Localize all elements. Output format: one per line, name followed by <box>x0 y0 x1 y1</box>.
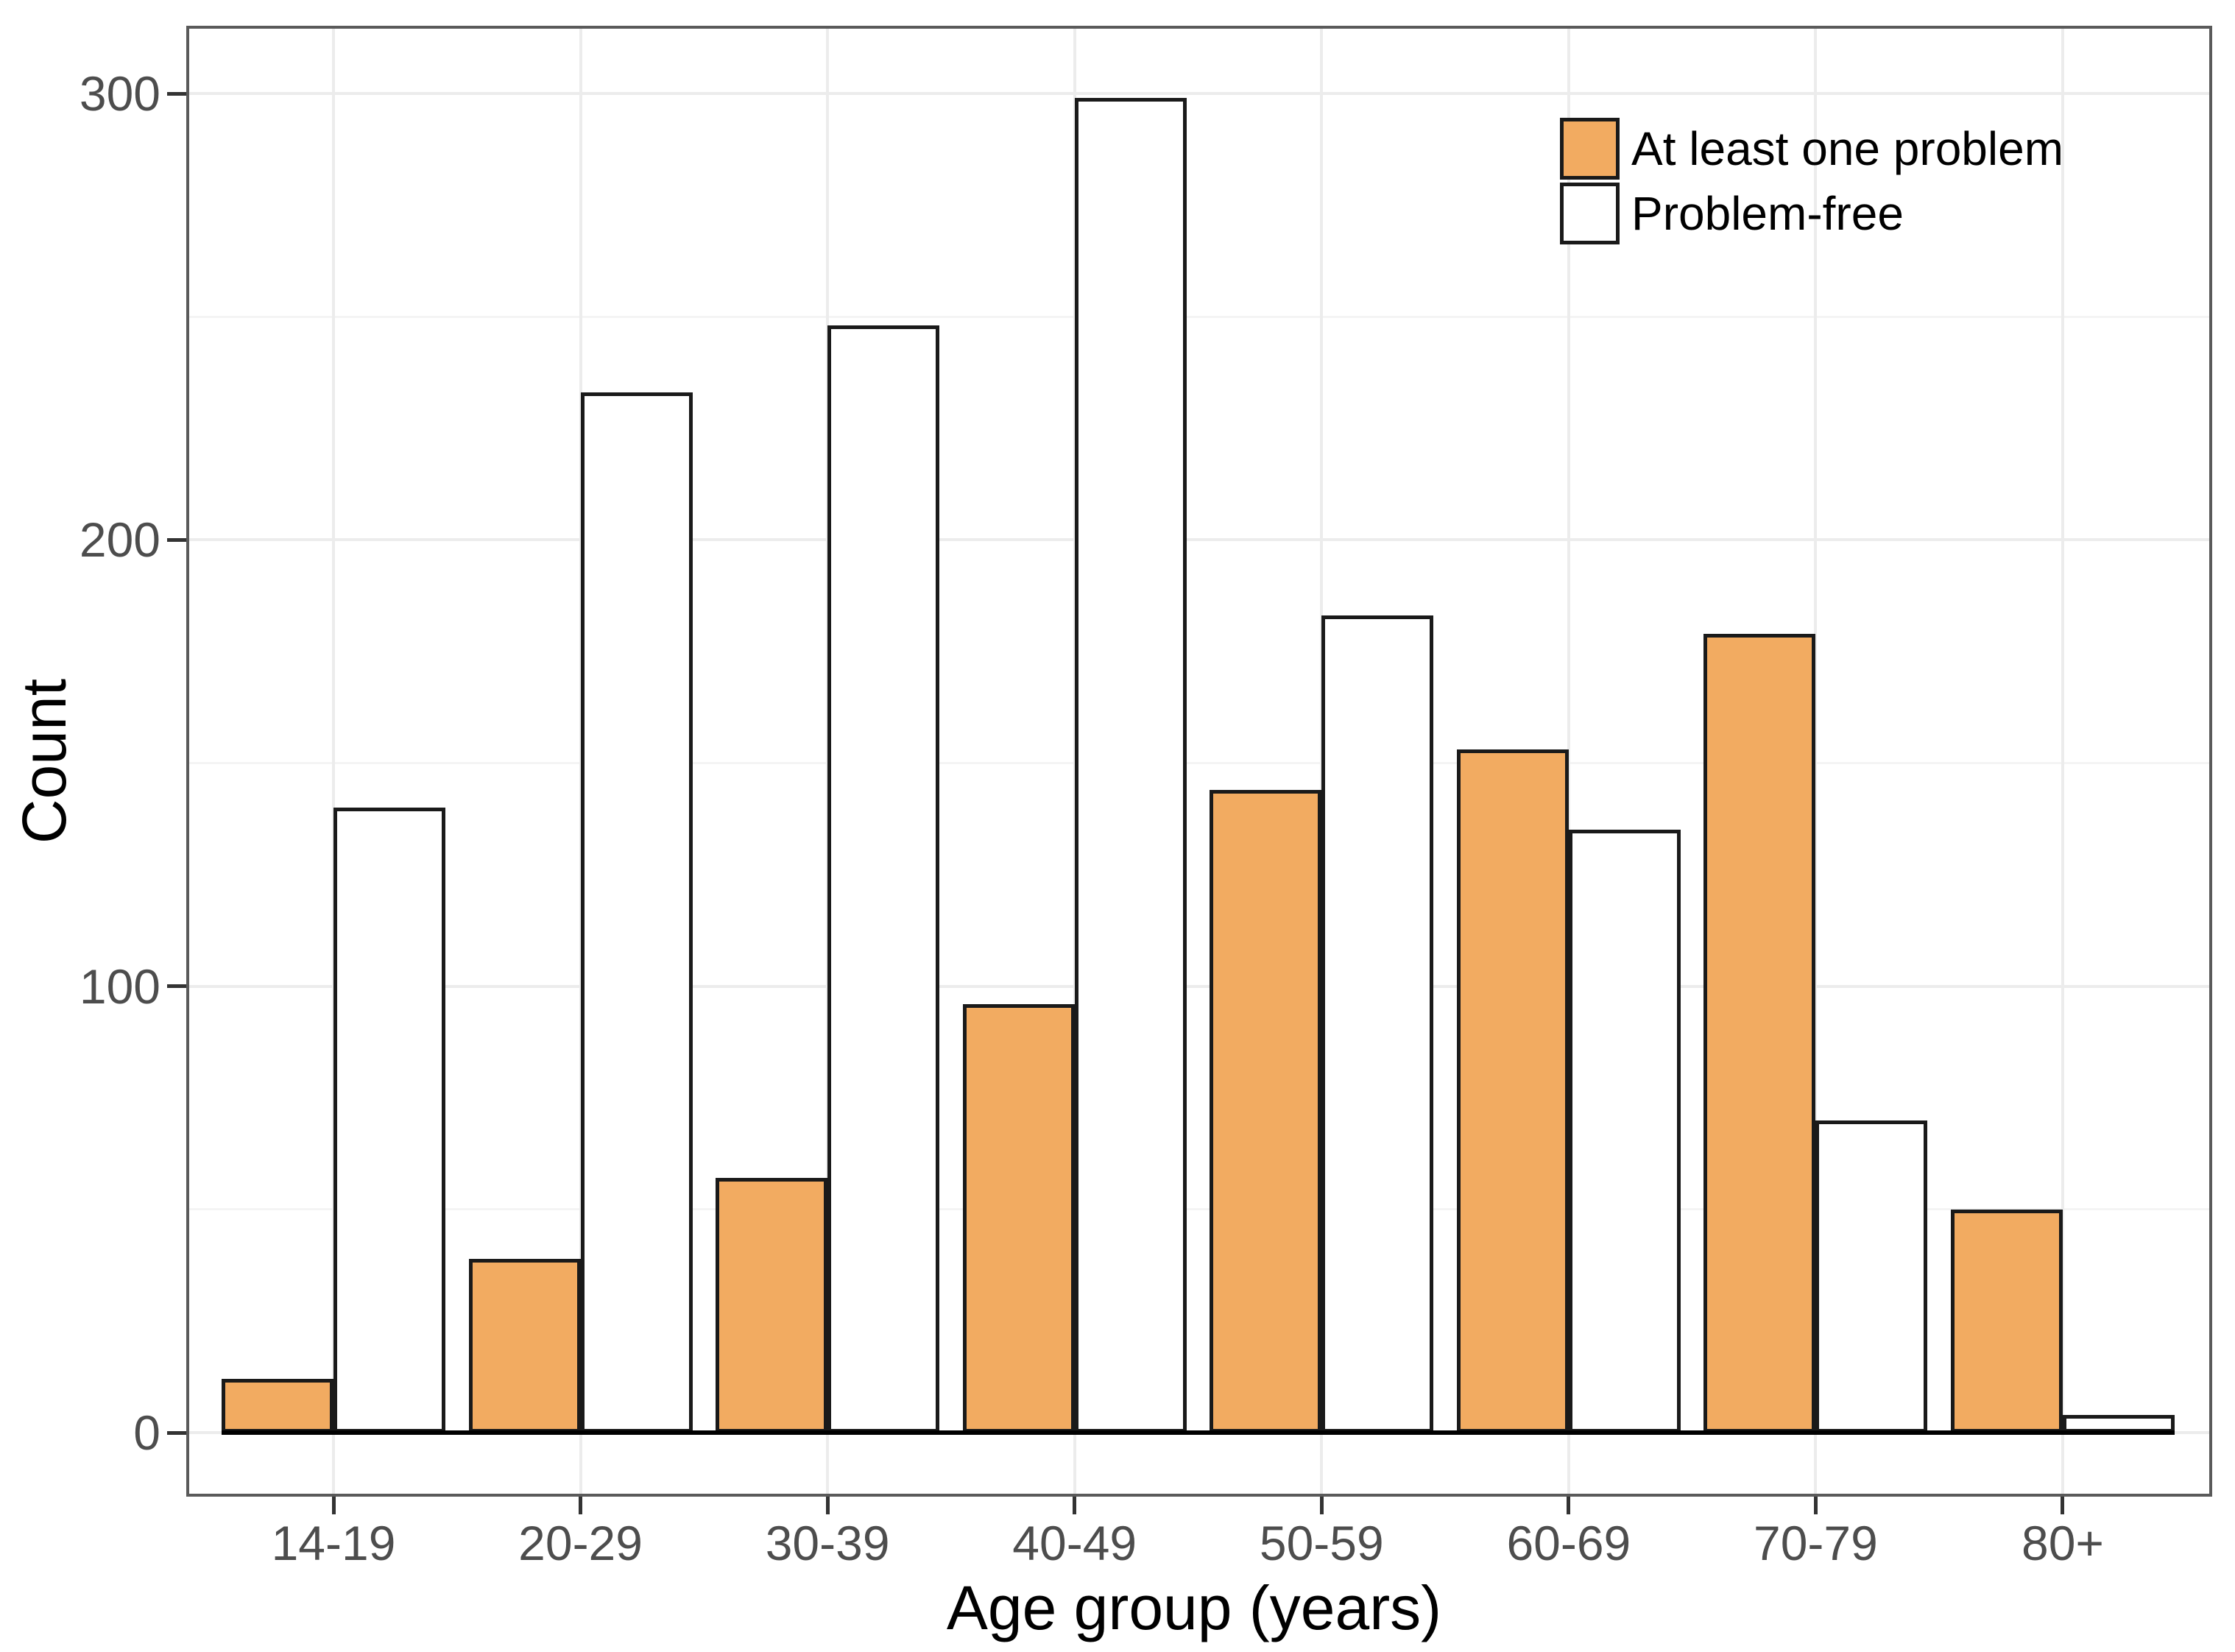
bar-free-40-49 <box>1075 98 1187 1433</box>
legend-label-free: Problem-free <box>1631 187 1904 240</box>
major-gridline-y200 <box>186 538 2212 542</box>
x-tick-80+ <box>2061 1497 2065 1514</box>
plot-panel <box>186 26 2212 1497</box>
y-axis-title: Count <box>10 678 79 844</box>
x-tick-50-59 <box>1319 1497 1324 1514</box>
vertical-gridline-20-29 <box>579 26 582 1497</box>
bar-free-30-39 <box>827 325 939 1433</box>
bar-problem-20-29 <box>469 1259 581 1433</box>
x-tick-label-40-49: 40-49 <box>1012 1516 1137 1570</box>
y-tick-200 <box>167 537 186 542</box>
y-tick-0 <box>167 1430 186 1435</box>
y-tick-label-200: 200 <box>79 512 160 568</box>
bar-problem-60-69 <box>1457 749 1569 1433</box>
y-tick-100 <box>167 984 186 989</box>
x-tick-label-60-69: 60-69 <box>1506 1516 1631 1570</box>
vertical-gridline-40-49 <box>1073 26 1076 1497</box>
bar-problem-70-79 <box>1703 634 1815 1433</box>
x-tick-label-70-79: 70-79 <box>1754 1516 1878 1570</box>
bar-free-20-29 <box>581 392 693 1433</box>
legend-label-problem: At least one problem <box>1631 122 2063 175</box>
bar-problem-30-39 <box>716 1178 827 1433</box>
x-axis-title: Age group (years) <box>946 1573 1442 1642</box>
legend-swatch-problem <box>1560 118 1620 180</box>
x-tick-20-29 <box>579 1497 583 1514</box>
bar-problem-80+ <box>1951 1210 2063 1433</box>
bar-free-70-79 <box>1815 1120 1927 1433</box>
legend-swatch-free <box>1560 183 1620 244</box>
x-tick-40-49 <box>1073 1497 1077 1514</box>
bar-problem-40-49 <box>963 1004 1075 1433</box>
bar-free-14-19 <box>333 808 445 1433</box>
x-tick-30-39 <box>825 1497 830 1514</box>
x-tick-60-69 <box>1567 1497 1571 1514</box>
bar-free-50-59 <box>1321 615 1433 1433</box>
bar-free-60-69 <box>1569 830 1681 1433</box>
y-tick-300 <box>167 91 186 96</box>
x-tick-14-19 <box>331 1497 336 1514</box>
zero-baseline <box>222 1430 2175 1435</box>
major-gridline-y300 <box>186 92 2212 96</box>
x-tick-label-20-29: 20-29 <box>518 1516 643 1570</box>
y-tick-label-100: 100 <box>79 959 160 1014</box>
minor-gridline-y50 <box>186 1208 2212 1211</box>
major-gridline-y100 <box>186 984 2212 988</box>
bar-problem-14-19 <box>222 1379 333 1433</box>
minor-gridline-y250 <box>186 315 2212 318</box>
x-tick-label-50-59: 50-59 <box>1259 1516 1384 1570</box>
x-tick-70-79 <box>1813 1497 1818 1514</box>
bar-problem-50-59 <box>1210 790 1321 1433</box>
minor-gridline-y150 <box>186 762 2212 765</box>
vertical-gridline-80+ <box>2061 26 2064 1497</box>
y-tick-label-0: 0 <box>133 1405 160 1460</box>
vertical-gridline-14-19 <box>332 26 335 1497</box>
x-tick-label-80+: 80+ <box>2022 1516 2104 1570</box>
x-tick-label-30-39: 30-39 <box>765 1516 890 1570</box>
x-tick-label-14-19: 14-19 <box>271 1516 396 1570</box>
y-tick-label-300: 300 <box>79 66 160 121</box>
vertical-gridline-70-79 <box>1814 26 1818 1497</box>
